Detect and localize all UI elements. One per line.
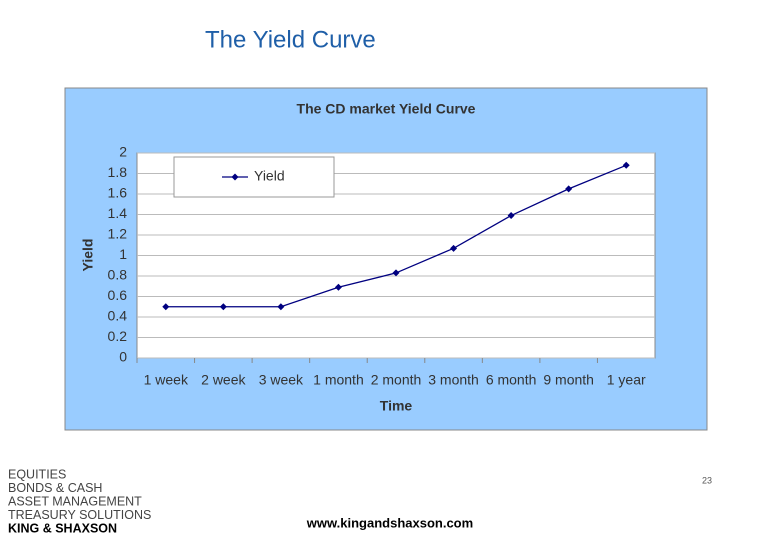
marker (334, 283, 342, 291)
y-tick-label: 2 (119, 144, 127, 160)
x-tick-label: 1 week (144, 372, 189, 388)
x-axis-title: Time (380, 398, 413, 414)
marker (565, 185, 573, 193)
marker (507, 212, 515, 220)
footer-line: ASSET MANAGEMENT (8, 494, 142, 508)
y-axis-title: Yield (80, 239, 96, 272)
y-tick-label: 1.6 (108, 185, 128, 201)
plot: 0 0.2 0.4 0.6 0.8 1 1.2 1.4 1.6 1.8 2 1 week 2 week 3… (108, 144, 655, 388)
legend (173, 156, 335, 198)
y-tick-label: 0 (119, 349, 127, 365)
x-tick-label: 3 week (259, 372, 304, 388)
y-tick-label: 0.2 (108, 328, 128, 344)
footer-line: KING & SHAXSON (8, 521, 117, 535)
marker (622, 161, 630, 169)
marker (392, 269, 400, 277)
y-tick-label: 0.4 (108, 308, 128, 324)
y-tick-label: 1 (119, 246, 127, 262)
legend-label: Yield (254, 168, 285, 184)
x-tick-label: 1 month (313, 372, 364, 388)
marker (277, 303, 285, 311)
footer-line: BONDS & CASH (8, 481, 102, 495)
x-tick-label: 2 week (201, 372, 246, 388)
page-number: 23 (702, 475, 712, 485)
url: www.kingandshaxson.com (306, 515, 473, 530)
x-tick-label: 2 month (371, 372, 422, 388)
y-tick-label: 1.2 (108, 226, 128, 242)
footer-line: TREASURY SOLUTIONS (8, 508, 151, 522)
x-tick-label: 6 month (486, 372, 537, 388)
y-tick-label: 0.8 (108, 267, 128, 283)
marker (219, 303, 227, 311)
x-tick-label: 3 month (428, 372, 479, 388)
legend-marker (231, 173, 239, 181)
y-tick-label: 1.8 (108, 164, 128, 180)
marker (162, 303, 170, 311)
footer-line: EQUITIES (8, 467, 66, 481)
marker (450, 244, 458, 252)
y-tick-label: 0.6 (108, 287, 128, 303)
x-tick-label: 1 year (607, 372, 646, 388)
y-tick-label: 1.4 (108, 205, 128, 221)
chart-title: The CD market Yield Curve (297, 101, 476, 117)
x-tick-label: 9 month (543, 372, 594, 388)
slide-title: The Yield Curve (205, 26, 376, 53)
